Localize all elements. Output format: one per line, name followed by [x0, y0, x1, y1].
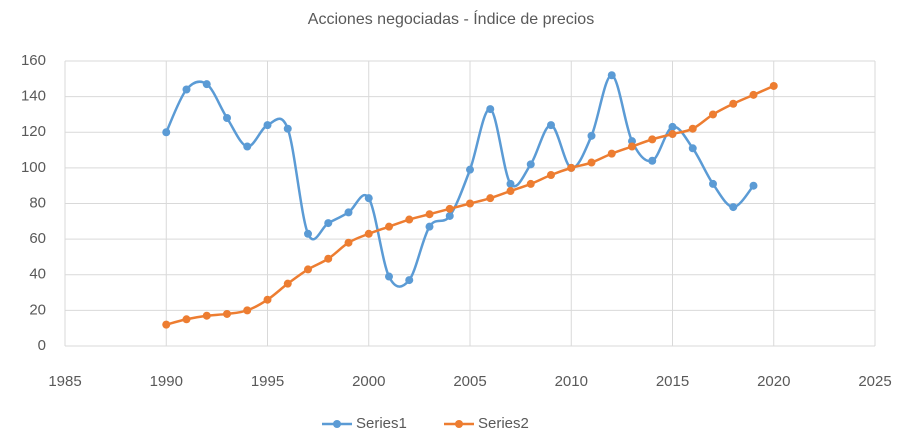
- x-tick-label: 1985: [48, 373, 81, 390]
- data-point: [405, 215, 414, 224]
- legend-label: Series2: [478, 415, 529, 432]
- data-point: [364, 229, 373, 238]
- y-tick-label: 60: [29, 230, 46, 247]
- data-point: [243, 142, 252, 151]
- data-point: [304, 265, 312, 274]
- y-tick-label: 120: [21, 123, 46, 140]
- data-point: [385, 222, 393, 231]
- data-point: [486, 105, 495, 114]
- data-point: [202, 80, 211, 89]
- data-point: [425, 222, 434, 231]
- x-tick-label: 2010: [555, 373, 588, 390]
- data-point: [304, 229, 312, 238]
- data-point: [223, 114, 231, 122]
- data-point: [628, 142, 636, 151]
- x-tick-label: 2025: [858, 373, 891, 390]
- data-point: [547, 171, 555, 179]
- data-point: [223, 309, 231, 318]
- data-point: [445, 204, 454, 213]
- y-tick-label: 40: [29, 266, 46, 283]
- data-point: [182, 315, 191, 324]
- x-tick-label: 2005: [453, 373, 486, 390]
- data-point: [567, 163, 576, 172]
- data-point: [769, 81, 778, 90]
- data-point: [526, 160, 535, 169]
- data-point: [587, 131, 596, 140]
- x-tick-label: 2000: [352, 373, 385, 390]
- data-point: [668, 122, 677, 131]
- data-point: [344, 208, 353, 217]
- data-point: [324, 254, 333, 263]
- data-point: [688, 144, 697, 153]
- data-point: [668, 130, 677, 139]
- data-point: [263, 121, 272, 130]
- y-tick-label: 20: [29, 301, 46, 318]
- data-point: [506, 187, 515, 196]
- data-point: [385, 272, 393, 281]
- data-point: [607, 71, 616, 80]
- data-point: [729, 99, 738, 108]
- legend-marker: [455, 420, 463, 428]
- data-point: [486, 194, 495, 203]
- chart-title: Acciones negociadas - Índice de precios: [308, 9, 594, 28]
- data-point: [243, 306, 252, 315]
- data-point: [445, 211, 454, 220]
- y-tick-label: 100: [21, 159, 46, 176]
- data-point: [182, 85, 191, 94]
- data-point: [648, 135, 657, 144]
- data-point: [162, 128, 171, 137]
- y-tick-label: 0: [38, 337, 46, 354]
- data-point: [466, 199, 474, 208]
- data-point: [425, 210, 434, 219]
- data-point: [709, 110, 717, 119]
- data-point: [688, 124, 697, 133]
- data-point: [709, 179, 717, 188]
- data-point: [466, 165, 474, 174]
- y-tick-label: 160: [21, 52, 46, 69]
- x-tick-label: 1990: [150, 373, 183, 390]
- data-point: [547, 121, 555, 130]
- data-point: [202, 311, 211, 320]
- data-point: [324, 219, 333, 228]
- data-point: [749, 90, 758, 99]
- y-tick-label: 80: [29, 194, 46, 211]
- data-point: [749, 181, 758, 190]
- data-point: [729, 203, 738, 212]
- data-point: [364, 194, 373, 203]
- x-tick-label: 2015: [656, 373, 689, 390]
- data-point: [283, 279, 292, 288]
- legend-label: Series1: [356, 415, 407, 432]
- x-tick-label: 2020: [757, 373, 790, 390]
- x-tick-label: 1995: [251, 373, 284, 390]
- data-point: [506, 179, 515, 188]
- y-tick-label: 140: [21, 88, 46, 105]
- data-point: [587, 158, 596, 167]
- data-point: [263, 295, 272, 304]
- legend-marker: [333, 420, 341, 428]
- data-point: [405, 276, 414, 285]
- data-point: [648, 156, 657, 165]
- data-point: [607, 149, 616, 158]
- data-point: [526, 179, 535, 188]
- data-point: [162, 320, 171, 329]
- data-point: [283, 124, 292, 133]
- data-point: [344, 238, 353, 247]
